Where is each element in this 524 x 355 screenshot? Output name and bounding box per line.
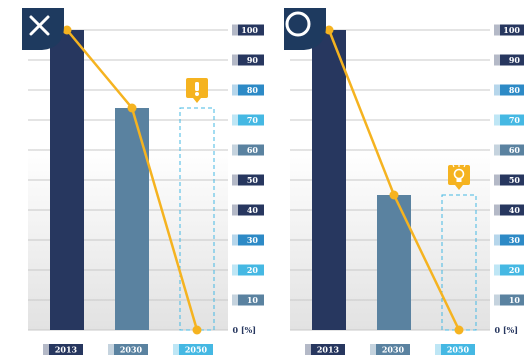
- bars: [50, 30, 149, 330]
- y-tick-label: 100: [241, 25, 258, 35]
- category-label: 2030: [120, 345, 143, 355]
- exclamation-icon: [186, 78, 208, 103]
- y-tick-label: 10: [247, 295, 259, 305]
- category-label: 2013: [317, 345, 340, 355]
- axis-unit-label: 0 [%]: [232, 325, 256, 335]
- trend-point-2030: [389, 190, 399, 200]
- y-tick-labels: 10 20 30 40 50 60 70 80 90 100: [494, 24, 524, 306]
- y-tick-box-90: [238, 54, 264, 66]
- y-tick-label: 50: [247, 175, 259, 185]
- y-tick-box-50: [238, 174, 264, 186]
- y-tick-box-80: [500, 84, 524, 96]
- bar-2013: [50, 30, 84, 330]
- y-tick-box-90: [500, 54, 524, 66]
- y-tick-label: 80: [509, 85, 521, 95]
- y-tick-label: 20: [509, 265, 521, 275]
- y-tick-box-60: [500, 144, 524, 156]
- y-tick-label: 20: [247, 265, 259, 275]
- y-tick-labels: 10 20 30 40 50 60 70 80 90 100: [232, 24, 264, 306]
- trend-point-2050: [454, 325, 464, 335]
- bar-2013: [312, 30, 346, 330]
- x-category-labels: 2013 2030 2050: [305, 344, 475, 355]
- category-label: 2050: [447, 345, 470, 355]
- y-tick-box-60: [238, 144, 264, 156]
- category-box-2050: [441, 344, 475, 355]
- trend-point-2013: [62, 25, 72, 35]
- x-category-labels: 2013 2030 2050: [43, 344, 213, 355]
- y-tick-label: 40: [509, 205, 521, 215]
- y-tick-box-10: [238, 294, 264, 306]
- y-tick-label: 10: [509, 295, 521, 305]
- y-tick-label: 90: [509, 55, 521, 65]
- y-tick-label: 30: [509, 235, 521, 245]
- y-tick-label: 90: [247, 55, 259, 65]
- bar-2030: [115, 108, 149, 330]
- trend-point-2030: [127, 103, 137, 113]
- y-tick-label: 80: [247, 85, 259, 95]
- category-box-2050: [179, 344, 213, 355]
- category-box-2013: [49, 344, 83, 355]
- y-tick-box-40: [238, 204, 264, 216]
- y-tick-box-20: [238, 264, 264, 276]
- y-tick-box-30: [238, 234, 264, 246]
- category-label: 2030: [382, 345, 405, 355]
- category-box-2030: [114, 344, 148, 355]
- trend-point-2050: [192, 325, 202, 335]
- trend-point-2013: [324, 25, 334, 35]
- y-tick-box-70: [500, 114, 524, 126]
- y-tick-label: 70: [509, 115, 521, 125]
- y-tick-box-100: [238, 24, 264, 36]
- category-box-2013: [311, 344, 345, 355]
- category-label: 2050: [185, 345, 208, 355]
- y-tick-label: 40: [247, 205, 259, 215]
- y-tick-box-100: [500, 24, 524, 36]
- y-tick-label: 60: [247, 145, 259, 155]
- y-tick-box-80: [238, 84, 264, 96]
- lightbulb-icon: [448, 164, 470, 190]
- y-tick-label: 30: [247, 235, 259, 245]
- y-tick-box-70: [238, 114, 264, 126]
- chart-panel-with-action: 10 20 30 40 50 60 70 80 90 100 0 [%] 2013 2030 2050: [262, 0, 524, 355]
- y-tick-box-50: [500, 174, 524, 186]
- y-tick-box-20: [500, 264, 524, 276]
- y-tick-box-30: [500, 234, 524, 246]
- axis-unit-label: 0 [%]: [494, 325, 518, 335]
- y-tick-box-10: [500, 294, 524, 306]
- category-box-2030: [376, 344, 410, 355]
- y-tick-label: 100: [503, 25, 520, 35]
- chart-panel-no-action: 10 20 30 40 50 60 70 80 90 100 0 [%] 2013 2030 2050: [22, 0, 264, 355]
- y-tick-label: 50: [509, 175, 521, 185]
- circle-icon: [284, 8, 326, 50]
- cross-icon: [22, 8, 64, 50]
- category-label: 2013: [55, 345, 78, 355]
- y-tick-box-40: [500, 204, 524, 216]
- y-tick-label: 70: [247, 115, 259, 125]
- bar-2030: [377, 195, 411, 330]
- y-tick-label: 60: [509, 145, 521, 155]
- bars: [312, 30, 411, 330]
